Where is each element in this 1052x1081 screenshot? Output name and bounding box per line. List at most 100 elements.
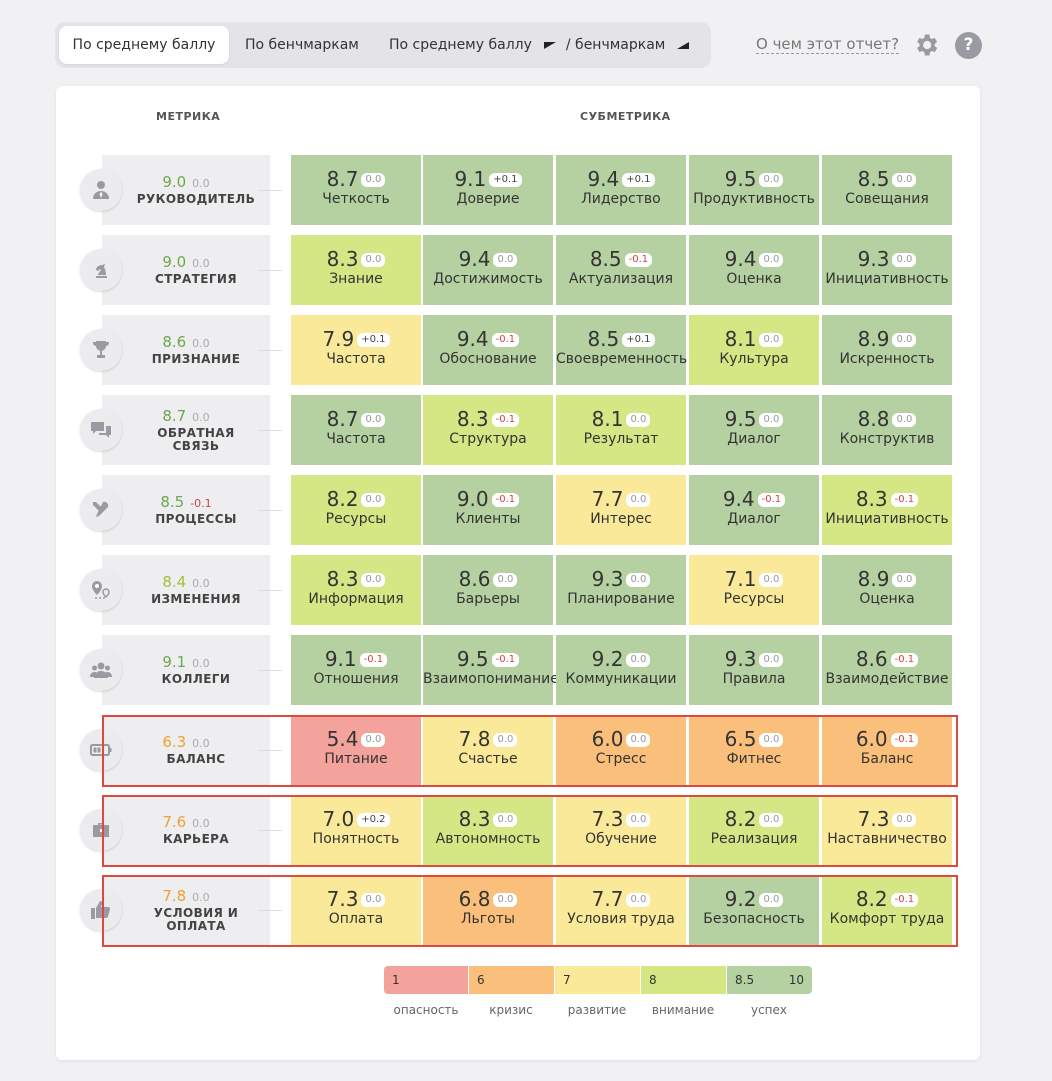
- submetric-cell[interactable]: 8.6 -0.1 Взаимодействие: [822, 635, 952, 705]
- submetric-cell[interactable]: 8.5 0.0 Совещания: [822, 155, 952, 225]
- submetric-cell[interactable]: 9.4 -0.1 Диалог: [689, 475, 819, 545]
- submetric-cell[interactable]: 9.4 -0.1 Обоснование: [423, 315, 553, 385]
- metric-box[interactable]: 8.7 0.0 ОБРАТНАЯ СВЯЗЬ: [102, 395, 270, 465]
- submetric-score: 8.3: [456, 407, 489, 431]
- submetric-cell[interactable]: 8.6 0.0 Барьеры: [423, 555, 553, 625]
- submetric-cell[interactable]: 9.5 0.0 Продуктивность: [689, 155, 819, 225]
- legend-value: 8: [649, 973, 657, 987]
- submetric-cell[interactable]: 7.7 0.0 Интерес: [556, 475, 686, 545]
- submetric-cell[interactable]: 7.1 0.0 Ресурсы: [689, 555, 819, 625]
- submetric-score: 6.8: [458, 887, 491, 911]
- submetric-cell[interactable]: 9.3 0.0 Инициативность: [822, 235, 952, 305]
- submetric-cell[interactable]: 7.0 +0.2 Понятность: [291, 795, 421, 865]
- submetric-cell[interactable]: 8.7 0.0 Частота: [291, 395, 421, 465]
- submetric-cell[interactable]: 9.4 0.0 Достижимость: [423, 235, 553, 305]
- metric-box[interactable]: 6.3 0.0 БАЛАНС: [102, 715, 270, 785]
- submetric-delta-badge: 0.0: [361, 893, 386, 907]
- row-connector: [258, 750, 282, 751]
- triangle-down-icon: [677, 41, 690, 49]
- submetric-score: 9.5: [724, 407, 757, 431]
- submetric-name: Продуктивность: [693, 191, 815, 207]
- submetric-cell[interactable]: 6.5 0.0 Фитнес: [689, 715, 819, 785]
- submetric-cell[interactable]: 8.3 0.0 Автономность: [423, 795, 553, 865]
- metric-box[interactable]: 9.1 0.0 КОЛЛЕГИ: [102, 635, 270, 705]
- submetric-cell[interactable]: 9.4 +0.1 Лидерство: [556, 155, 686, 225]
- submetric-cell[interactable]: 9.1 +0.1 Доверие: [423, 155, 553, 225]
- metric-box[interactable]: 9.0 0.0 СТРАТЕГИЯ: [102, 235, 270, 305]
- row-connector: [258, 510, 282, 511]
- leader-icon: [93, 181, 109, 199]
- submetric-cell[interactable]: 8.5 -0.1 Актуализация: [556, 235, 686, 305]
- submetric-cell[interactable]: 8.3 0.0 Информация: [291, 555, 421, 625]
- submetric-cell[interactable]: 8.9 0.0 Искренность: [822, 315, 952, 385]
- submetric-cell[interactable]: 8.1 0.0 Культура: [689, 315, 819, 385]
- about-report-link[interactable]: О чем этот отчет?: [756, 35, 900, 54]
- tab-average-vs-benchmark[interactable]: По среднему баллу / бенчмаркам: [389, 26, 690, 64]
- submetric-cell[interactable]: 9.3 0.0 Правила: [689, 635, 819, 705]
- submetric-cell[interactable]: 8.9 0.0 Оценка: [822, 555, 952, 625]
- submetric-cell[interactable]: 5.4 0.0 Питание: [291, 715, 421, 785]
- submetric-name: Взаимопонимание: [423, 671, 559, 687]
- submetric-cell[interactable]: 9.5 -0.1 Взаимопонимание: [423, 635, 559, 705]
- submetric-cell[interactable]: 9.3 0.0 Планирование: [556, 555, 686, 625]
- submetric-cell[interactable]: 8.2 -0.1 Комфорт труда: [822, 875, 952, 945]
- metric-score-delta: 0.0: [192, 257, 210, 270]
- submetric-cell[interactable]: 8.8 0.0 Конструктив: [822, 395, 952, 465]
- metric-box[interactable]: 8.4 0.0 ИЗМЕНЕНИЯ: [102, 555, 270, 625]
- submetric-cell[interactable]: 9.4 0.0 Оценка: [689, 235, 819, 305]
- submetric-column-header: СУБМЕТРИКА: [580, 110, 671, 123]
- metric-row: 9.0 0.0 СТРАТЕГИЯ 8.3 0.0 Знание 9.4 0.0 Достижи…: [0, 235, 1052, 305]
- submetric-cell[interactable]: 7.8 0.0 Счастье: [423, 715, 553, 785]
- submetric-delta-badge: 0.0: [759, 413, 784, 427]
- metric-score: 8.6 0.0: [102, 333, 270, 351]
- submetric-score: 9.4: [587, 167, 620, 191]
- metric-box[interactable]: 7.6 0.0 КАРЬЕРА: [102, 795, 270, 865]
- metric-score-value: 7.6: [162, 813, 187, 831]
- submetric-cell[interactable]: 9.1 -0.1 Отношения: [291, 635, 421, 705]
- submetric-cell[interactable]: 8.2 0.0 Реализация: [689, 795, 819, 865]
- metric-score: 8.4 0.0: [102, 573, 270, 591]
- submetric-cell[interactable]: 7.3 0.0 Оплата: [291, 875, 421, 945]
- submetric-cell[interactable]: 7.9 +0.1 Частота: [291, 315, 421, 385]
- submetric-cell[interactable]: 7.7 0.0 Условия труда: [556, 875, 686, 945]
- tab-by-benchmark[interactable]: По бенчмаркам: [245, 37, 359, 53]
- submetric-cell[interactable]: 8.5 +0.1 Своевременность: [556, 315, 687, 385]
- legend-segment: 6: [469, 966, 554, 994]
- submetric-score: 6.0: [591, 727, 624, 751]
- submetric-name: Ресурсы: [325, 511, 387, 527]
- team-icon: [90, 662, 112, 678]
- submetric-cell[interactable]: 9.0 -0.1 Клиенты: [423, 475, 553, 545]
- submetric-name: Структура: [449, 431, 527, 447]
- submetric-delta-badge: 0.0: [626, 893, 651, 907]
- submetric-cell[interactable]: 7.3 0.0 Обучение: [556, 795, 686, 865]
- submetric-cell[interactable]: 8.3 -0.1 Инициативность: [822, 475, 952, 545]
- submetric-cell[interactable]: 6.0 -0.1 Баланс: [822, 715, 952, 785]
- tab-by-average[interactable]: По среднему баллу: [59, 26, 229, 64]
- metric-name: РУКОВОДИТЕЛЬ: [136, 192, 256, 206]
- submetric-cell[interactable]: 9.5 0.0 Диалог: [689, 395, 819, 465]
- metric-box[interactable]: 8.6 0.0 ПРИЗНАНИЕ: [102, 315, 270, 385]
- submetric-cell[interactable]: 9.2 0.0 Коммуникации: [556, 635, 686, 705]
- submetric-cell[interactable]: 6.8 0.0 Льготы: [423, 875, 553, 945]
- submetric-name: Стресс: [595, 751, 647, 767]
- gear-icon[interactable]: [912, 31, 940, 59]
- submetric-cell[interactable]: 8.7 0.0 Четкость: [291, 155, 421, 225]
- submetric-cell[interactable]: 9.2 0.0 Безопасность: [689, 875, 819, 945]
- submetric-cell[interactable]: 8.1 0.0 Результат: [556, 395, 686, 465]
- submetric-cell[interactable]: 8.2 0.0 Ресурсы: [291, 475, 421, 545]
- metric-score-value: 7.8: [162, 887, 187, 905]
- legend-segment: 8: [641, 966, 726, 994]
- submetric-cell[interactable]: 8.3 0.0 Знание: [291, 235, 421, 305]
- help-icon[interactable]: ?: [955, 32, 982, 59]
- submetric-cell[interactable]: 8.3 -0.1 Структура: [423, 395, 553, 465]
- submetric-cell[interactable]: 7.3 0.0 Наставничество: [822, 795, 952, 865]
- metric-box[interactable]: 7.8 0.0 УСЛОВИЯ И ОПЛАТА: [102, 875, 270, 945]
- submetric-delta-badge: -0.1: [491, 493, 520, 507]
- metric-name: БАЛАНС: [166, 752, 226, 766]
- row-connector: [258, 670, 282, 671]
- submetric-cell[interactable]: 6.0 0.0 Стресс: [556, 715, 686, 785]
- metric-score: 7.6 0.0: [102, 813, 270, 831]
- metric-box[interactable]: 8.5 -0.1 ПРОЦЕССЫ: [102, 475, 270, 545]
- metric-box[interactable]: 9.0 0.0 РУКОВОДИТЕЛЬ: [102, 155, 270, 225]
- submetric-delta-badge: 0.0: [361, 173, 386, 187]
